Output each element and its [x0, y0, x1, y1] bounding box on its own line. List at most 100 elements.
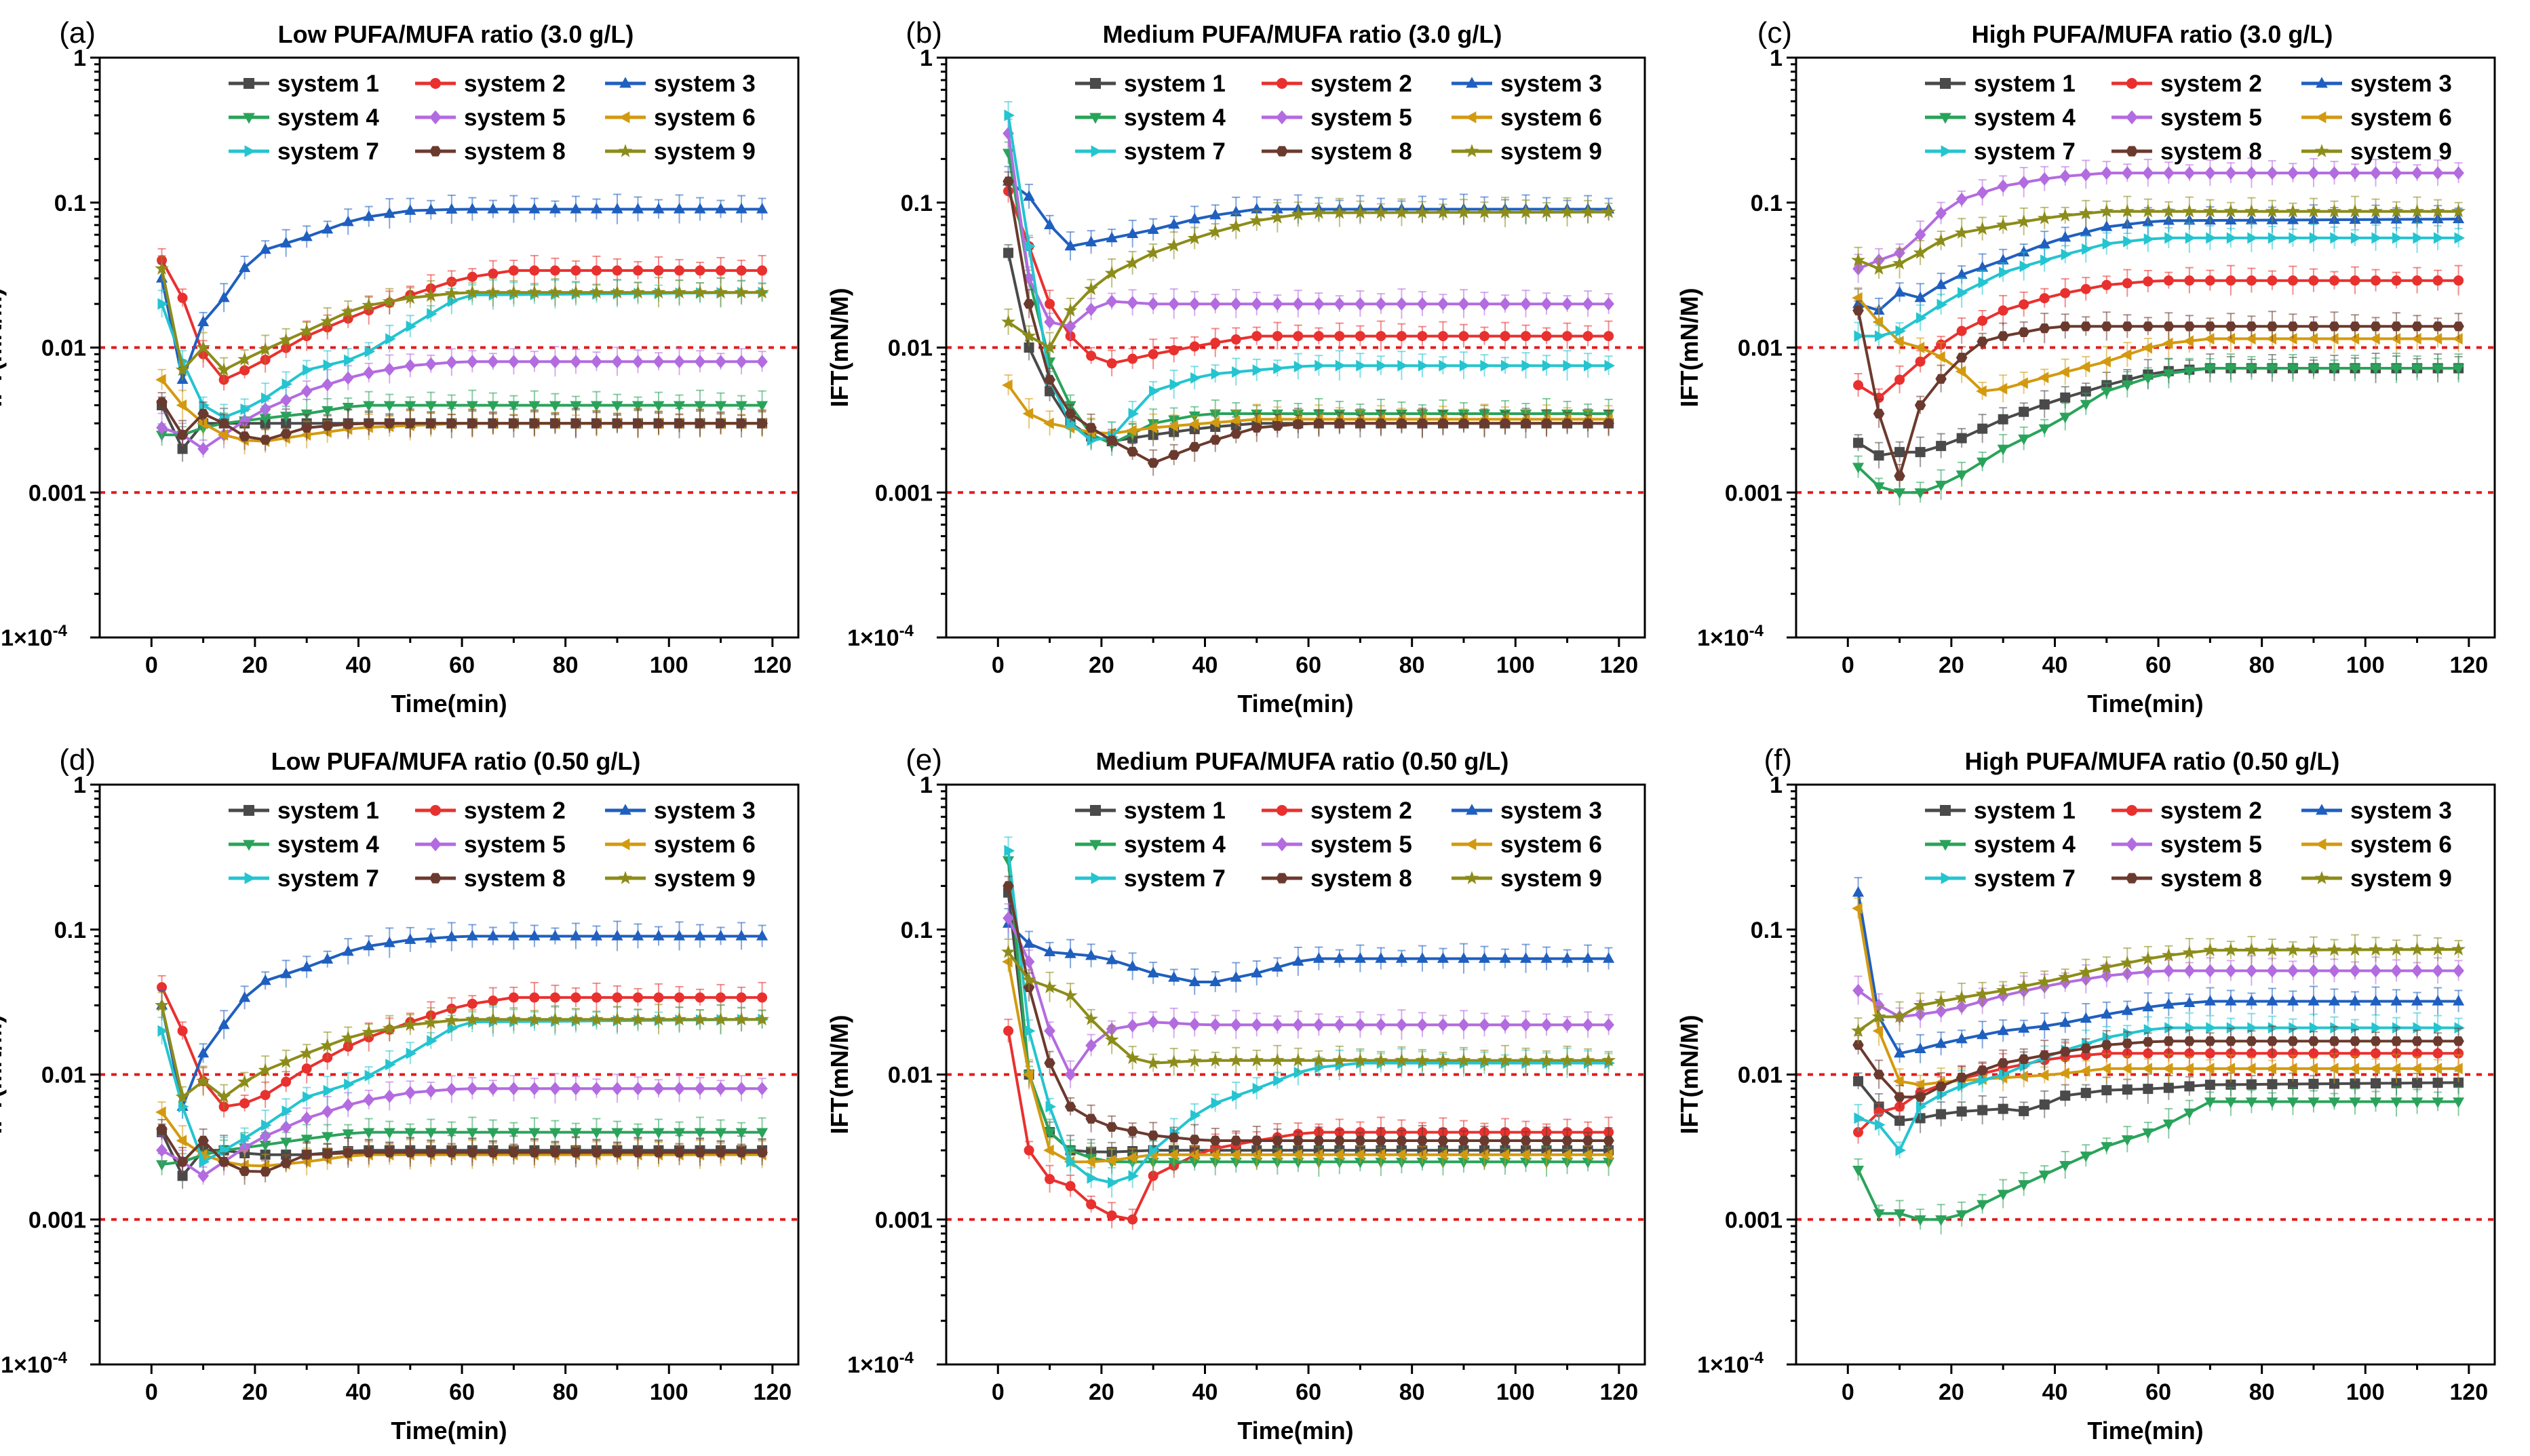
data-point — [175, 362, 190, 376]
data-point — [1022, 408, 1034, 420]
data-point — [218, 291, 230, 302]
data-point — [2162, 337, 2173, 349]
legend-item: system 1 — [1925, 71, 2076, 97]
legend-marker — [619, 77, 631, 88]
data-point — [1209, 208, 1222, 220]
data-point — [1416, 952, 1428, 963]
legend-marker — [244, 145, 256, 157]
data-point — [423, 1015, 438, 1029]
data-point — [323, 359, 334, 371]
legend-marker — [1276, 837, 1288, 852]
legend-item: system 7 — [229, 865, 379, 892]
data-point — [1852, 305, 1864, 316]
data-point — [1043, 979, 1057, 993]
data-point — [1560, 204, 1574, 218]
x-tick-label: 40 — [1192, 1379, 1218, 1405]
data-point — [2453, 321, 2464, 332]
data-point — [1479, 418, 1490, 429]
data-point — [1560, 1052, 1574, 1067]
x-tick-label: 100 — [650, 652, 688, 678]
data-point — [528, 1128, 541, 1139]
data-point — [1023, 937, 1035, 948]
data-point — [383, 401, 395, 412]
data-point — [342, 402, 354, 414]
data-point — [2432, 275, 2443, 286]
data-point — [570, 418, 582, 429]
data-point — [467, 998, 478, 1009]
legend-item: system 9 — [605, 865, 756, 892]
data-point — [342, 1147, 354, 1158]
data-point — [2038, 172, 2050, 186]
panel-title: Medium PUFA/MUFA ratio (3.0 g/L) — [1103, 20, 1502, 48]
data-point — [1168, 297, 1180, 311]
data-point — [1853, 1127, 1864, 1138]
data-point — [674, 355, 685, 369]
legend-label: system 5 — [1310, 831, 1412, 858]
data-point — [1315, 1061, 1325, 1074]
data-point — [1021, 972, 1036, 986]
data-point — [756, 418, 768, 429]
data-point — [611, 930, 623, 941]
data-point — [1335, 359, 1346, 372]
series-system-9 — [155, 255, 769, 382]
panel-letter: (b) — [906, 16, 942, 50]
data-point — [1128, 408, 1140, 420]
data-point — [1168, 1133, 1180, 1143]
data-point — [197, 1046, 210, 1058]
data-point — [1873, 450, 1884, 461]
legend-item: system 1 — [229, 798, 379, 824]
data-point — [1561, 1018, 1573, 1032]
series-line — [160, 1111, 762, 1168]
x-tick-label: 40 — [346, 652, 372, 678]
data-point — [1893, 336, 1904, 348]
data-point — [1003, 248, 1014, 258]
data-point — [2371, 275, 2381, 286]
data-point — [1208, 224, 1223, 238]
series-system-5 — [156, 346, 768, 458]
legend-marker — [1940, 78, 1951, 89]
data-point — [549, 1147, 561, 1158]
data-point — [1125, 255, 1140, 269]
data-point — [1997, 1024, 2009, 1036]
data-point — [1976, 385, 1987, 397]
data-point — [1604, 359, 1616, 372]
series-system-5 — [1852, 157, 2464, 283]
y-axis-label: IFT(mN/M) — [825, 1015, 853, 1135]
legend-item: system 7 — [1075, 865, 1226, 892]
data-point — [2059, 412, 2071, 424]
data-point — [342, 419, 354, 429]
legend-item: system 4 — [229, 104, 379, 131]
legend-item: system 8 — [2111, 138, 2262, 165]
data-point — [1478, 1149, 1489, 1161]
data-point — [1436, 205, 1450, 219]
x-tick-label: 60 — [449, 652, 475, 678]
data-point — [1603, 331, 1614, 342]
data-point — [1499, 1135, 1511, 1146]
data-point — [280, 393, 292, 407]
data-point — [549, 265, 560, 276]
data-point — [549, 418, 561, 429]
legend-item: system 9 — [1452, 138, 1602, 165]
series-line — [160, 1018, 762, 1164]
data-point — [1044, 374, 1055, 385]
data-point — [2265, 203, 2280, 218]
data-point — [1458, 418, 1470, 429]
y-tick-label: 1 — [920, 45, 933, 71]
data-point — [590, 1128, 602, 1139]
data-point — [1003, 1025, 1014, 1036]
data-point — [2350, 1078, 2360, 1089]
data-point — [653, 992, 664, 1003]
data-point — [1874, 330, 1886, 342]
data-point — [1853, 437, 1864, 448]
data-point — [755, 285, 769, 299]
data-point — [1044, 315, 1055, 329]
legend-item: system 5 — [415, 104, 566, 131]
data-point — [2102, 237, 2114, 250]
data-point — [1540, 418, 1553, 429]
legend-marker — [243, 113, 255, 124]
data-point — [1271, 297, 1283, 311]
data-point — [344, 1078, 355, 1090]
data-point — [362, 298, 376, 312]
data-point — [2246, 275, 2257, 286]
data-point — [1355, 1018, 1366, 1032]
